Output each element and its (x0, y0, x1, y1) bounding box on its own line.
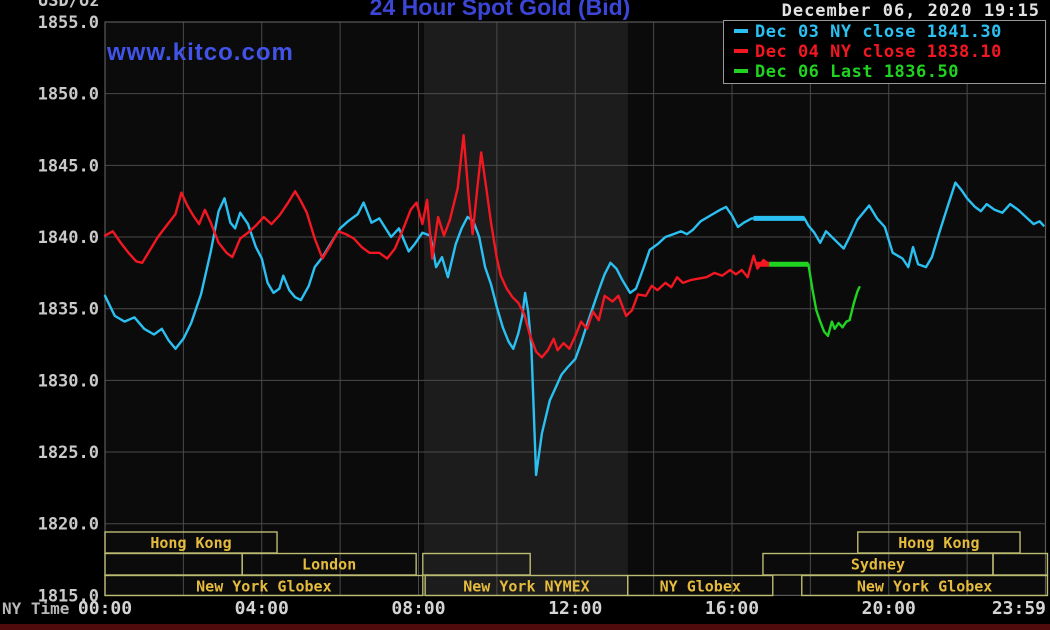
x-axis-label: 20:00 (862, 598, 916, 619)
session-label: Hong Kong (898, 534, 979, 552)
session-label: Sydney (851, 556, 905, 574)
legend-text: Dec 06 Last 1836.50 (755, 62, 959, 82)
y-axis-label: 1850.0 (38, 85, 99, 105)
session-box (104, 574, 424, 597)
y-axis-label: 1835.0 (38, 300, 99, 320)
session-label: New York Globex (857, 578, 992, 596)
chart-datetime: December 06, 2020 19:15 (781, 1, 1040, 21)
x-axis-label: 23:59 (992, 598, 1046, 619)
x-axis-label: 12:00 (548, 598, 602, 619)
x-axis-label: 04:00 (235, 598, 289, 619)
y-axis-label: 1840.0 (38, 228, 99, 248)
y-axis-label: 1845.0 (38, 156, 99, 176)
legend-item-dec06: Dec 06 Last 1836.50 (734, 62, 1045, 82)
session-label: London (302, 556, 356, 574)
y-axis-unit-label: USD/oz (38, 0, 100, 11)
x-axis-label: 08:00 (391, 598, 445, 619)
y-axis-label: 1830.0 (38, 371, 99, 391)
session-label: New York NYMEX (463, 578, 589, 596)
y-axis-label: 1855.0 (38, 13, 99, 33)
bottom-strip (0, 624, 1050, 630)
series-line-0 (103, 181, 1045, 477)
session-box (627, 574, 774, 597)
session-box (801, 574, 1049, 597)
legend-item-dec04: Dec 04 NY close 1838.10 (734, 42, 1045, 62)
legend-item-dec03: Dec 03 NY close 1841.30 (734, 22, 1045, 42)
x-axis-label: 00:00 (78, 598, 132, 619)
chart-title: 24 Hour Spot Gold (Bid) (369, 0, 631, 20)
series-line-2 (768, 263, 861, 338)
legend-dash-icon (734, 28, 748, 33)
kitco-watermark: www.kitco.com (107, 39, 294, 66)
session-label: New York Globex (196, 578, 331, 596)
x-axis-unit-label: NY Time (2, 599, 70, 618)
series-line-1 (103, 134, 771, 359)
y-axis-label: 1815.0 (38, 586, 99, 606)
session-label: Hong Kong (150, 534, 231, 552)
legend-text: Dec 04 NY close 1838.10 (755, 42, 1002, 62)
legend-box: Dec 03 NY close 1841.30 Dec 04 NY close … (723, 20, 1046, 84)
x-axis-label: 16:00 (705, 598, 759, 619)
session-label: NY Globex (660, 578, 741, 596)
legend-dash-icon (734, 68, 748, 73)
y-axis-label: 1825.0 (38, 443, 99, 463)
legend-dash-icon (734, 48, 748, 53)
y-axis-label: 1820.0 (38, 515, 99, 535)
legend-text: Dec 03 NY close 1841.30 (755, 22, 1002, 42)
